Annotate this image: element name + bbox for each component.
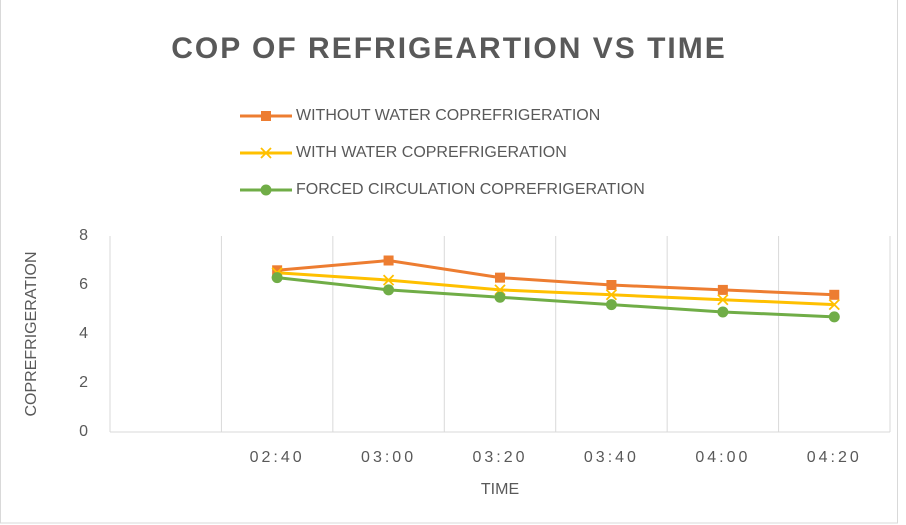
data-point — [717, 294, 729, 306]
data-point — [382, 274, 395, 286]
data-point — [828, 311, 840, 323]
data-point — [829, 289, 840, 300]
data-point — [828, 298, 840, 311]
data-point — [272, 265, 283, 276]
series-line — [276, 276, 835, 319]
legend-marker — [260, 147, 272, 159]
series-line — [277, 271, 835, 307]
data-point — [495, 272, 505, 283]
data-point — [717, 306, 729, 318]
data-point — [605, 289, 618, 301]
series-line — [277, 258, 835, 297]
y-axis-label: COPREFRIGERATION — [23, 251, 40, 416]
y-tick-label: 4 — [79, 325, 88, 342]
data-point — [494, 291, 506, 303]
x-axis-label: TIME — [481, 481, 519, 498]
data-point — [271, 272, 283, 284]
legend-label: FORCED CIRCULATION COPREFRIGERATION — [296, 181, 645, 198]
y-tick-label: 6 — [79, 276, 88, 293]
data-point — [717, 284, 728, 295]
data-point — [383, 284, 395, 296]
x-tick-label: 04:00 — [695, 449, 750, 466]
data-point — [605, 299, 617, 311]
data-point — [606, 280, 617, 290]
chart-title: COP OF REFRIGEARTION VS TIME — [171, 32, 726, 65]
x-tick-label: 02:40 — [250, 449, 305, 466]
legend-marker — [261, 111, 271, 121]
data-point — [383, 255, 394, 266]
legend-marker — [260, 184, 272, 196]
x-tick-label: 03:40 — [584, 449, 639, 466]
y-tick-label: 2 — [79, 374, 88, 391]
x-tick-label: 03:00 — [361, 449, 416, 466]
x-tick-label: 03:20 — [472, 449, 527, 466]
legend-label: WITH WATER COPREFRIGERATION — [296, 144, 567, 161]
legend-label: WITHOUT WATER COPREFRIGERATION — [296, 107, 600, 124]
y-tick-label: 0 — [79, 423, 88, 440]
x-tick-label: 04:20 — [807, 449, 862, 466]
y-tick-label: 8 — [79, 227, 88, 244]
